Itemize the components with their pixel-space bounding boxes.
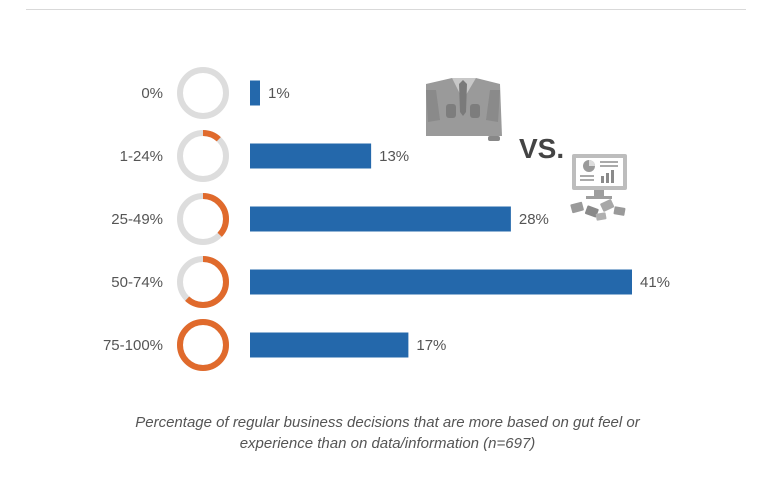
ring-fill: [177, 319, 229, 371]
bar: [250, 143, 372, 169]
chart-caption: Percentage of regular business decisions…: [60, 412, 715, 454]
category-label: 25-49%: [111, 211, 163, 228]
value-label: 28%: [519, 211, 549, 228]
top-divider: [26, 9, 746, 10]
category-label: 50-74%: [111, 274, 163, 291]
ring-fill: [177, 256, 229, 308]
category-label: 1-24%: [120, 148, 163, 165]
businessman-icon: [426, 78, 502, 141]
ring-track: [177, 67, 229, 119]
value-label: 41%: [640, 274, 670, 291]
bar: [250, 206, 511, 232]
ring-track: [177, 130, 229, 182]
ring-fill: [177, 130, 229, 182]
computer-data-icon: [570, 154, 627, 221]
value-label: 1%: [268, 85, 290, 102]
value-label: 13%: [379, 148, 409, 165]
bar: [250, 332, 409, 358]
category-label: 75-100%: [103, 337, 163, 354]
bar: [250, 269, 632, 295]
vs-label: VS.: [519, 133, 564, 164]
category-label: 0%: [141, 85, 163, 102]
caption-line-2: experience than on data/information (n=6…: [239, 435, 536, 452]
value-label: 17%: [416, 337, 446, 354]
caption-line-1: Percentage of regular business decisions…: [135, 414, 640, 431]
ring-fill: [177, 193, 229, 245]
bar: [250, 80, 260, 106]
